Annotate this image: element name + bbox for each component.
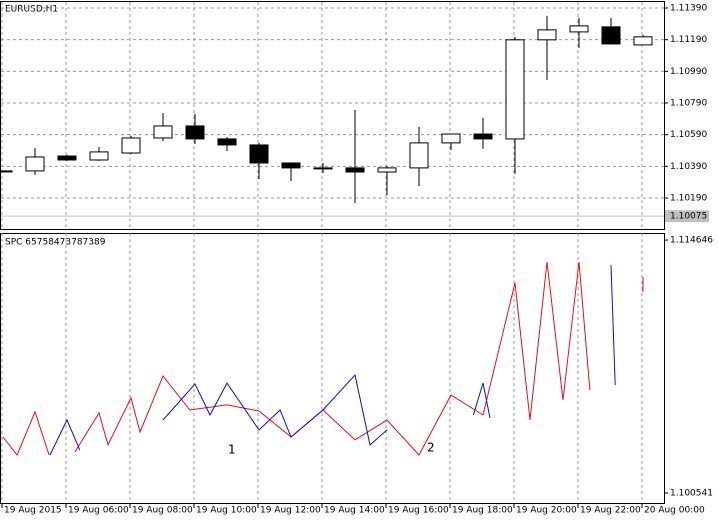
x-tick-label: 19 Aug 12:00 xyxy=(260,506,321,516)
candle-body xyxy=(0,170,13,173)
x-tick-label: 19 Aug 08:00 xyxy=(132,506,193,516)
candle-body xyxy=(121,137,141,154)
y-tick-label: 1.11190 xyxy=(670,35,707,45)
current-price-box xyxy=(665,210,709,223)
indicator-line xyxy=(2,261,644,456)
x-tick-label: 19 Aug 16:00 xyxy=(388,506,449,516)
x-tick-label: 19 Aug 20:00 xyxy=(516,506,577,516)
x-tick-label: 19 Aug 06:00 xyxy=(68,506,129,516)
candle-body xyxy=(57,155,77,161)
annotation: 2 xyxy=(427,441,435,455)
x-tick-label: 19 Aug 18:00 xyxy=(452,506,513,516)
y-tick-label: 1.11390 xyxy=(670,4,707,14)
indicator-line xyxy=(49,265,616,456)
indicator-title: SPC 65758473787389 xyxy=(5,238,106,248)
y-tick-label: 1.10990 xyxy=(670,67,707,77)
candle-body xyxy=(89,151,109,161)
candle-body xyxy=(377,167,397,173)
candle-body xyxy=(185,125,205,140)
y-tick-label: 1.10390 xyxy=(670,162,707,172)
y-tick-label: 1.114646 xyxy=(670,236,713,246)
candle-body xyxy=(601,26,621,45)
x-tick-label: 19 Aug 10:00 xyxy=(196,506,257,516)
candle-body xyxy=(313,167,333,170)
y-tick-label: 1.100541 xyxy=(670,488,713,498)
candle-body xyxy=(537,29,557,41)
candle-body xyxy=(345,167,365,173)
candle-body xyxy=(505,39,525,140)
x-tick-label: 19 Aug 22:00 xyxy=(580,506,641,516)
annotation: 1 xyxy=(228,443,236,457)
candle-body xyxy=(281,162,301,169)
x-tick-label: 19 Aug 14:00 xyxy=(324,506,385,516)
indicator-pane-frame xyxy=(0,233,665,504)
candle-body xyxy=(217,138,237,146)
y-tick-label: 1.10790 xyxy=(670,98,707,108)
candle-body xyxy=(409,142,429,169)
candle-body xyxy=(249,144,269,164)
price-pane-frame xyxy=(0,1,665,230)
x-tick-label: 19 Aug 2015 xyxy=(4,506,62,516)
candle-body xyxy=(473,133,493,140)
y-tick-label: 1.10590 xyxy=(670,130,707,140)
candle-body xyxy=(441,133,461,144)
current-price-label: 1.10075 xyxy=(670,212,707,222)
candle-body xyxy=(633,36,653,46)
y-tick-label: 1.10190 xyxy=(670,193,707,203)
candle-body xyxy=(153,125,173,139)
x-tick-label: 20 Aug 00:00 xyxy=(644,506,705,516)
chart-title: EURUSD,H1 xyxy=(5,5,58,15)
candle-body xyxy=(569,25,589,33)
candle-body xyxy=(25,156,45,172)
